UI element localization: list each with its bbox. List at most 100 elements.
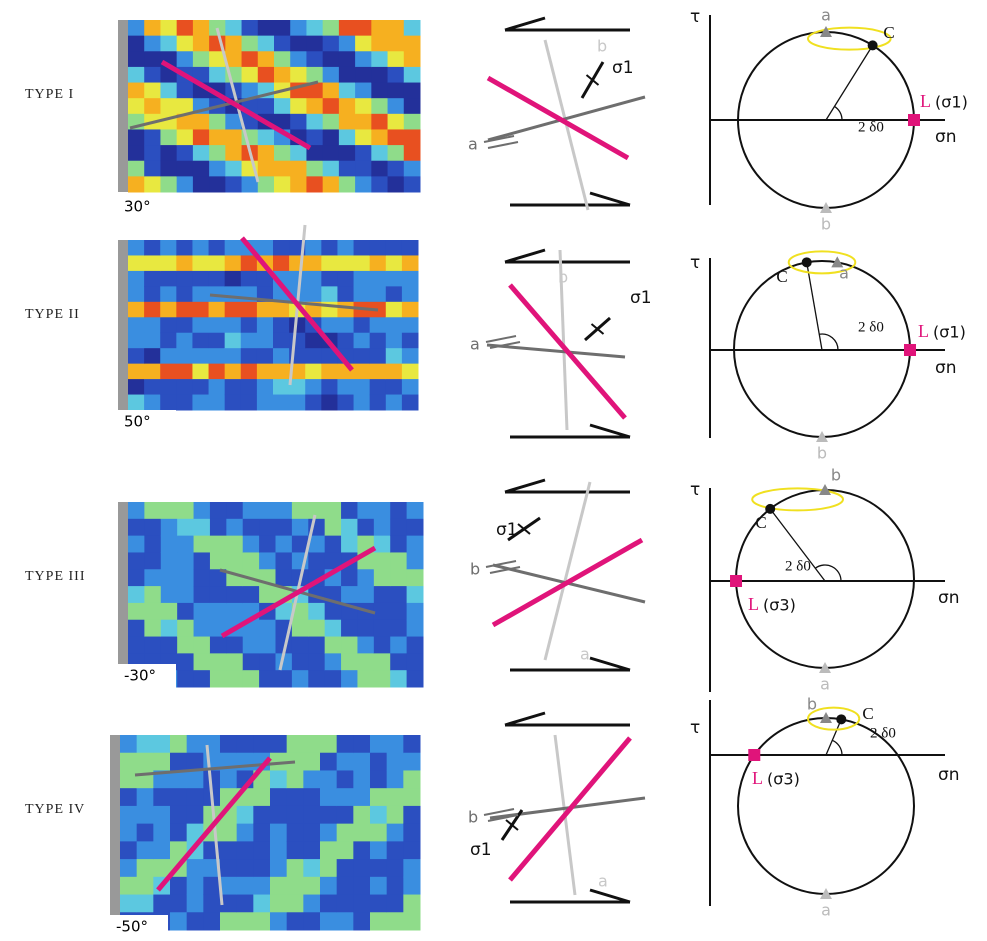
heatmap-cell bbox=[160, 317, 177, 334]
heatmap-cell bbox=[291, 619, 309, 638]
heatmap-cell bbox=[192, 129, 210, 146]
radius bbox=[806, 262, 823, 351]
heatmap-cell bbox=[308, 535, 326, 553]
heatmap-cell bbox=[209, 569, 227, 587]
heatmap-cell bbox=[273, 394, 290, 411]
heatmap-cell bbox=[303, 735, 321, 754]
heatmap-cell bbox=[320, 894, 338, 913]
heatmap-cell bbox=[225, 51, 243, 68]
heatmap-cell bbox=[303, 752, 321, 771]
top-marker bbox=[820, 712, 832, 723]
heatmap-cell bbox=[286, 876, 304, 896]
angle-box bbox=[118, 410, 176, 434]
heatmap-cell bbox=[390, 636, 408, 654]
heatmap-cell bbox=[273, 348, 290, 365]
heatmap-cell bbox=[370, 770, 388, 789]
heatmap-cell bbox=[176, 160, 194, 177]
heatmap-cell bbox=[337, 379, 355, 396]
heatmap-cell bbox=[160, 586, 178, 604]
heatmap-cell bbox=[320, 859, 338, 878]
heatmap-cell bbox=[274, 98, 291, 115]
slip-label: b bbox=[468, 808, 478, 827]
bottom-marker bbox=[816, 431, 828, 442]
heatmap-cell bbox=[289, 332, 306, 349]
heatmap-cell bbox=[386, 788, 404, 807]
heatmap-cell bbox=[320, 735, 338, 754]
heatmap-cell bbox=[236, 912, 254, 931]
heatmap-cell bbox=[193, 518, 211, 537]
heatmap-cell bbox=[128, 619, 145, 638]
heatmap-cell bbox=[357, 518, 375, 537]
heatmap-cell bbox=[192, 394, 210, 411]
heatmap-cell bbox=[153, 805, 171, 825]
heatmap-cell bbox=[144, 619, 162, 638]
heatmap-cell bbox=[220, 735, 238, 754]
heatmap-cell bbox=[336, 912, 354, 931]
heatmap-cell bbox=[286, 788, 304, 807]
heatmap-cell bbox=[176, 129, 194, 146]
heatmap-cell bbox=[225, 20, 243, 37]
tau-label: τ bbox=[690, 253, 700, 273]
heatmap-cell bbox=[236, 735, 254, 754]
heatmap-cell bbox=[286, 735, 304, 754]
heatmap-cell bbox=[128, 552, 145, 570]
heatmap-cell bbox=[387, 160, 405, 177]
heatmap-cell bbox=[128, 332, 145, 349]
heatmap-cell bbox=[371, 66, 389, 84]
shear-arrow-head bbox=[589, 888, 631, 904]
heatmap-cell bbox=[322, 145, 340, 162]
heatmap-cell bbox=[208, 301, 226, 318]
heatmap-cell bbox=[128, 255, 145, 272]
heatmap-cell bbox=[371, 98, 389, 115]
heatmap-cell bbox=[369, 332, 387, 349]
heatmap-cell bbox=[120, 805, 138, 825]
heatmap-cell bbox=[275, 552, 293, 570]
l-label: L bbox=[748, 594, 759, 614]
heatmap-cell bbox=[256, 348, 274, 365]
heatmap-cell bbox=[386, 894, 404, 913]
heatmap-cell bbox=[128, 98, 145, 115]
heatmap-cell bbox=[144, 129, 161, 146]
sigma-label: σ1 bbox=[612, 58, 634, 78]
heatmap-cell bbox=[176, 363, 193, 380]
heatmap-cell bbox=[128, 129, 145, 146]
heatmap-cell bbox=[306, 129, 324, 146]
heatmap-cell bbox=[136, 735, 154, 754]
heatmap-cell bbox=[270, 912, 288, 931]
heatmap-cell bbox=[225, 113, 243, 130]
heatmap-cell bbox=[355, 35, 372, 52]
heatmap-cell bbox=[308, 619, 326, 638]
heatmap-cell bbox=[387, 20, 405, 37]
heatmap-cell bbox=[324, 653, 342, 671]
heatmap-cell bbox=[308, 653, 326, 671]
heatmap-cell bbox=[253, 841, 271, 860]
angle-label: 50° bbox=[124, 413, 151, 431]
heatmap-cell bbox=[177, 535, 195, 553]
heatmap-cell bbox=[220, 770, 238, 789]
heatmap-cell bbox=[305, 348, 322, 365]
heatmap-cell bbox=[176, 317, 193, 334]
heatmap-cell bbox=[341, 502, 358, 520]
heatmap-cell bbox=[209, 602, 227, 621]
heatmap-cell bbox=[336, 805, 354, 825]
type-label: TYPE II bbox=[25, 307, 80, 322]
top-marker bbox=[820, 26, 832, 37]
heatmap-cell bbox=[186, 805, 204, 825]
heatmap-cell bbox=[144, 51, 161, 68]
heatmap-cell bbox=[305, 332, 322, 349]
heatmap-cell bbox=[353, 752, 371, 771]
heatmap-cell bbox=[144, 552, 162, 570]
sketch-fault-light bbox=[543, 481, 592, 661]
highlight bbox=[751, 487, 845, 512]
heatmap-cell bbox=[303, 876, 321, 896]
heatmap-cell bbox=[353, 286, 371, 303]
l-label: L bbox=[918, 321, 929, 341]
heatmap-cell bbox=[373, 518, 391, 537]
heatmap-cell bbox=[128, 394, 145, 411]
slip-arrow bbox=[483, 808, 515, 816]
heatmap-cell bbox=[387, 66, 405, 84]
heatmap-cell bbox=[226, 535, 244, 553]
heatmap-cell bbox=[144, 98, 161, 115]
heatmap-cell bbox=[208, 240, 226, 256]
heatmap-cell bbox=[240, 317, 258, 334]
